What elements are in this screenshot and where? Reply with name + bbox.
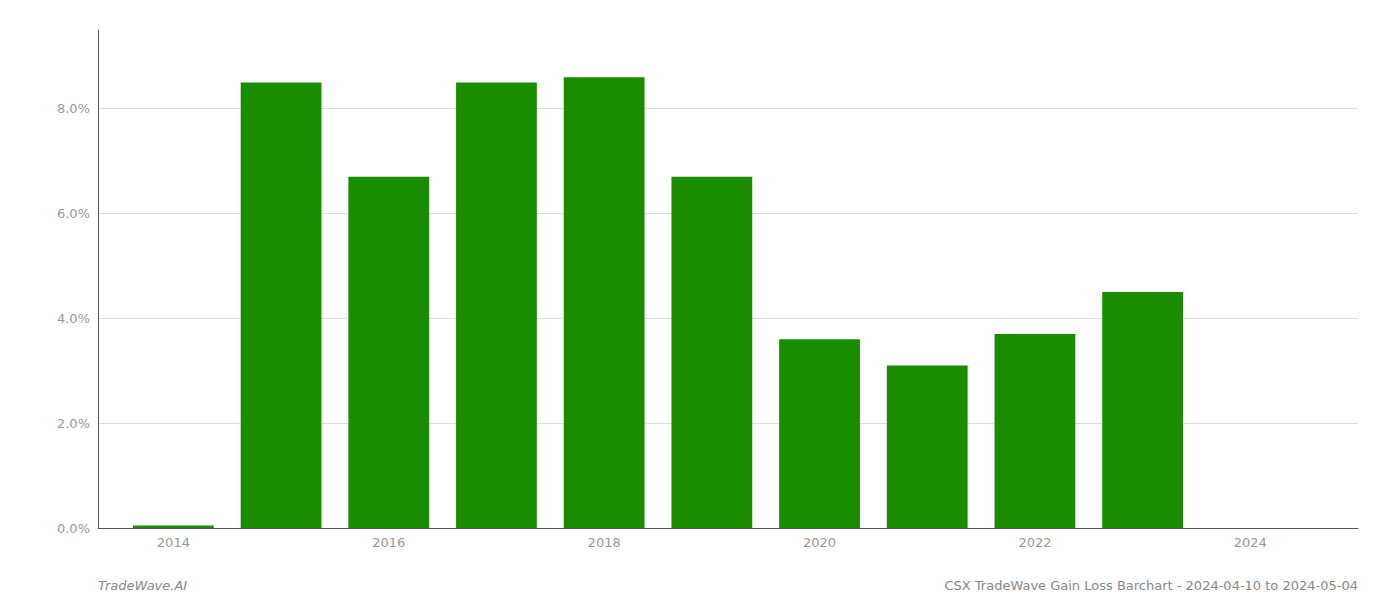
svg-text:2024: 2024 bbox=[1234, 535, 1267, 550]
svg-text:4.0%: 4.0% bbox=[57, 311, 90, 326]
svg-text:2022: 2022 bbox=[1018, 535, 1051, 550]
svg-text:2014: 2014 bbox=[157, 535, 190, 550]
svg-text:2.0%: 2.0% bbox=[57, 416, 90, 431]
svg-text:2018: 2018 bbox=[588, 535, 621, 550]
svg-text:2020: 2020 bbox=[803, 535, 836, 550]
svg-text:0.0%: 0.0% bbox=[57, 521, 90, 536]
svg-text:2016: 2016 bbox=[372, 535, 405, 550]
svg-text:6.0%: 6.0% bbox=[57, 206, 90, 221]
svg-text:TradeWave.AI: TradeWave.AI bbox=[98, 578, 187, 593]
svg-text:CSX TradeWave Gain Loss Barcha: CSX TradeWave Gain Loss Barchart - 2024-… bbox=[944, 578, 1358, 593]
svg-text:8.0%: 8.0% bbox=[57, 101, 90, 116]
